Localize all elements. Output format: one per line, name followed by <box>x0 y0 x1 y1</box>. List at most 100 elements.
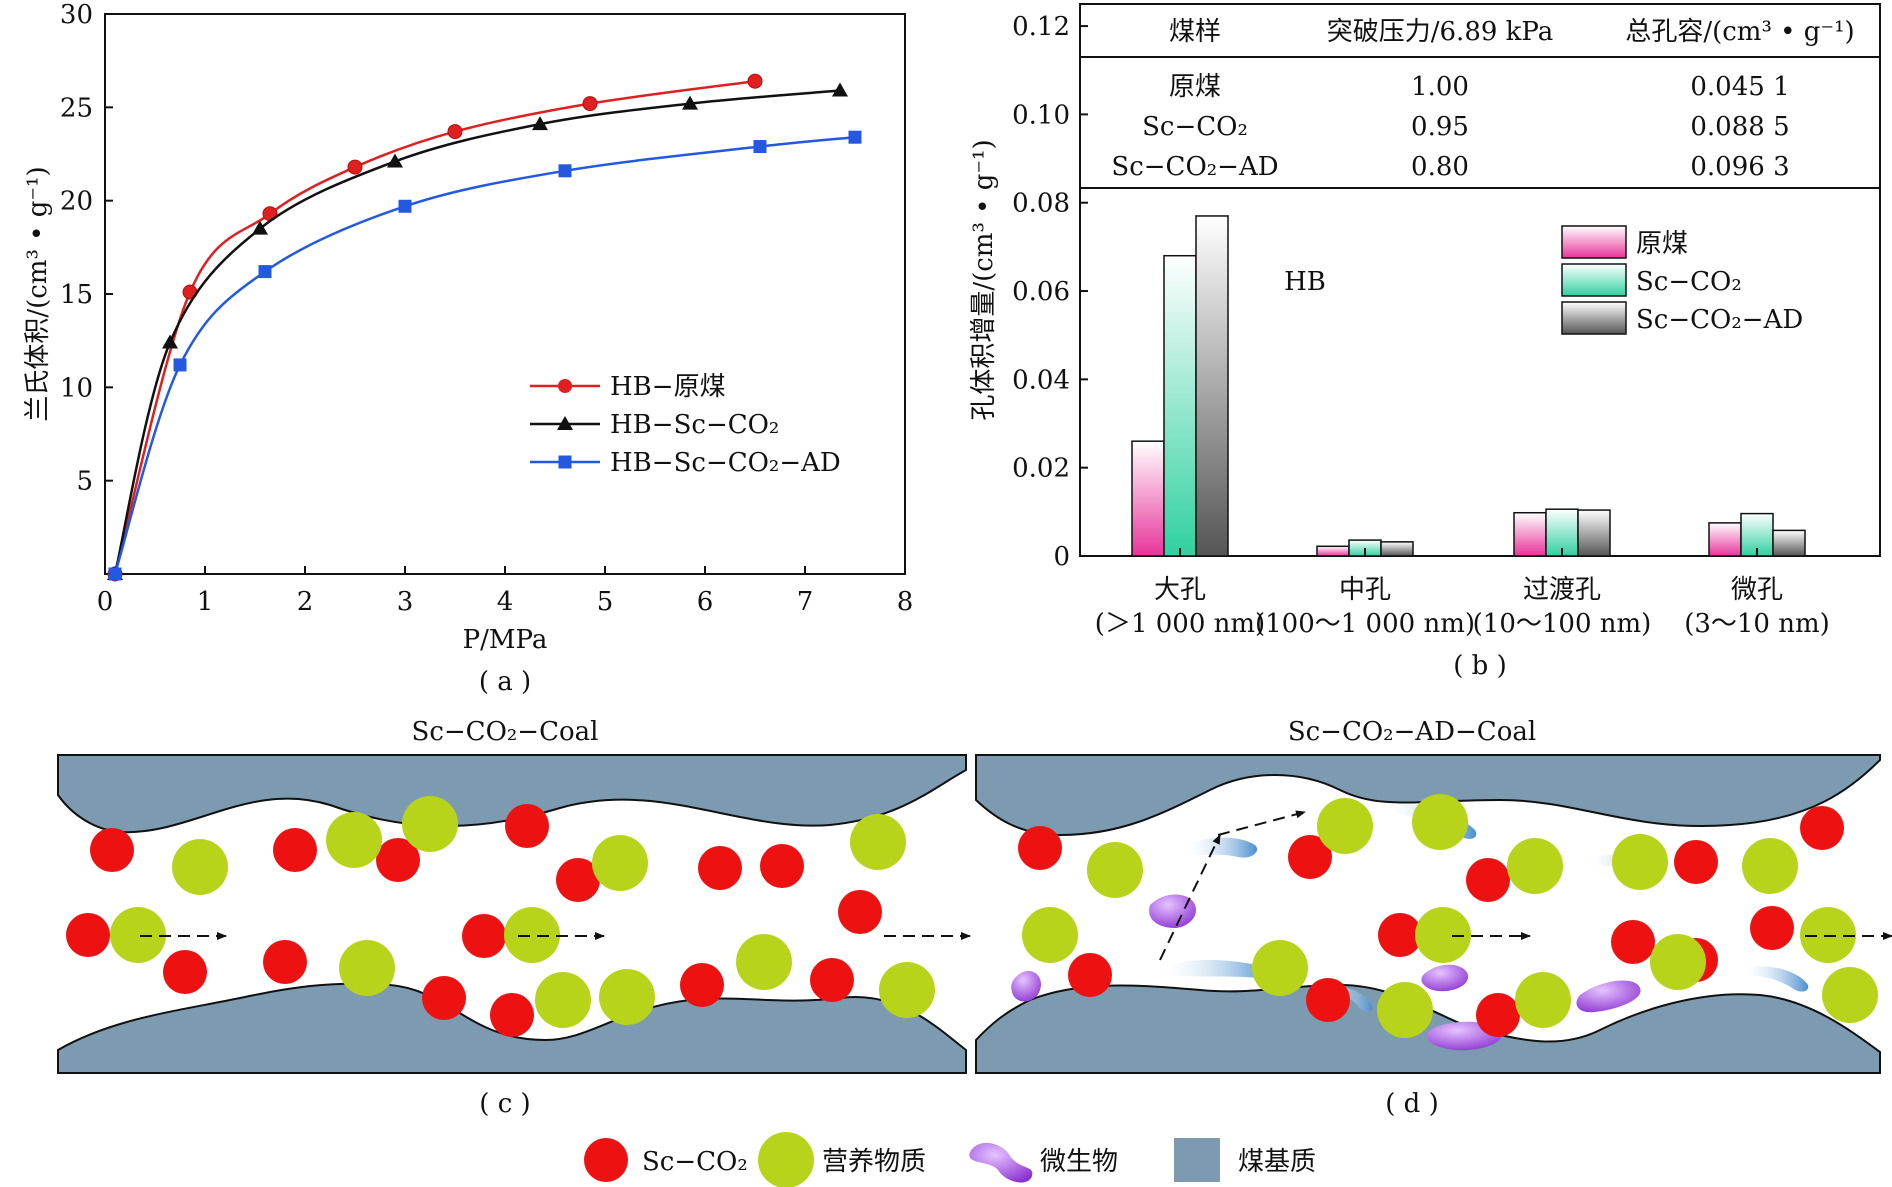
annotation-hb: HB <box>1284 267 1326 297</box>
legend-microbe-swatch <box>969 1142 1033 1183</box>
sc-co2-particle <box>1306 978 1350 1022</box>
y-tick-label-b: 0.08 <box>1012 189 1070 219</box>
bar-b <box>1772 529 1806 557</box>
nutrient-particle <box>1377 982 1433 1038</box>
y-tick-label-b: 0 <box>1053 542 1070 572</box>
nutrient-particle <box>1022 907 1078 963</box>
bar-b <box>1577 509 1611 557</box>
nutrient-particle <box>1515 972 1571 1028</box>
coal-matrix-top-d <box>975 754 1881 837</box>
y-tick-label-b: 0.06 <box>1012 277 1070 307</box>
microbe <box>1165 960 1274 979</box>
legend-marker-a <box>558 379 572 393</box>
table-header: 煤样 <box>1169 17 1221 47</box>
x-categories-b: 大孔 (＞1 000 nm) 中孔 (100～1 000 nm) 过渡孔 (10～100 … <box>1095 548 1830 639</box>
sc-co2-particle <box>66 913 110 957</box>
table-header: 突破压力/6.89 kPa <box>1327 17 1554 47</box>
series-line-a <box>113 135 856 575</box>
sc-co2-particle <box>1750 906 1794 950</box>
nutrient-particle <box>326 812 382 868</box>
nutrient-particle <box>736 934 792 990</box>
y-ticks-a: 5 10 15 20 25 30 <box>60 0 113 497</box>
nutrient-particle <box>339 940 395 996</box>
x-tick-label-a: 0 <box>97 587 114 617</box>
bar-b <box>1163 254 1197 557</box>
nutrient-particle <box>879 962 935 1018</box>
plot-frame-a <box>104 13 906 575</box>
nutrient-particle <box>504 907 560 963</box>
y-tick-label-a: 30 <box>60 0 93 30</box>
data-point-a <box>832 82 848 97</box>
sc-co2-particle <box>838 890 882 934</box>
data-point-a <box>162 334 178 349</box>
nutrient-particle <box>1412 794 1468 850</box>
table-cell: Sc−CO₂−AD <box>1111 152 1278 182</box>
nutrient-particle <box>1822 967 1878 1023</box>
microbe <box>1745 966 1809 992</box>
legend-marker-a <box>558 455 572 469</box>
sc-co2-particle <box>680 963 724 1007</box>
sc-co2-particle <box>263 940 307 984</box>
sc-co2-particle <box>1476 993 1520 1037</box>
series-line-a <box>113 89 841 575</box>
panel-label-c: ( c ) <box>479 1089 530 1119</box>
data-point-a <box>848 130 862 144</box>
x-tick-label-a: 3 <box>397 587 414 617</box>
bar-b <box>1195 215 1229 557</box>
y-tick-label-a: 20 <box>60 187 93 217</box>
nutrient-particle <box>1612 834 1668 890</box>
y-tick-label-b: 0.04 <box>1012 365 1070 395</box>
flow-arrow <box>1217 810 1306 836</box>
diagram-legend: Sc−CO₂ 营养物质 微生物 煤基质 <box>584 1132 1316 1187</box>
y-tick-label-a: 25 <box>60 93 93 123</box>
table-cell: 0.80 <box>1411 152 1469 182</box>
bar-b <box>1513 511 1547 557</box>
category-label-b: 大孔 <box>1154 575 1206 605</box>
y-tick-label-b: 0.10 <box>1012 100 1070 130</box>
legend-sc-co2-swatch <box>584 1138 628 1182</box>
sc-co2-particle <box>698 846 742 890</box>
sc-co2-particle <box>1378 913 1422 957</box>
x-tick-label-a: 4 <box>497 587 514 617</box>
series-line-a <box>113 79 756 575</box>
data-point-a <box>582 96 598 112</box>
y-tick-label-b: 0.12 <box>1012 12 1070 42</box>
sc-co2-particle <box>1800 806 1844 850</box>
microbe <box>1149 894 1196 928</box>
nutrient-particle <box>535 972 591 1028</box>
y-axis-label-a: 兰氏体积/(cm³ • g⁻¹) <box>23 166 53 421</box>
legend-swatch-b <box>1561 263 1627 297</box>
x-ticks-a: 0 1 2 3 4 5 6 7 8 <box>97 566 913 617</box>
microbe <box>1011 970 1041 1002</box>
panel-label-d: ( d ) <box>1385 1089 1438 1119</box>
sc-co2-particle <box>1674 840 1718 884</box>
data-point-a <box>682 95 698 110</box>
pore-volume-chart: 煤样 突破压力/6.89 kPa 总孔容/(cm³ • g⁻¹) 原煤 1.00 0.04… <box>969 3 1881 681</box>
table-cell: 0.096 3 <box>1690 152 1789 182</box>
legend-swatch-b <box>1561 301 1627 335</box>
data-point-a <box>532 116 548 131</box>
diagram-d-title: Sc−CO₂−AD−Coal <box>1288 717 1536 747</box>
data-point-a <box>398 199 412 213</box>
sc-co2-particle <box>1018 826 1062 870</box>
legend-label-bottom: 煤基质 <box>1238 1147 1316 1177</box>
data-point-a <box>753 140 767 154</box>
data-point-a <box>108 567 122 581</box>
x-tick-label-a: 2 <box>297 587 314 617</box>
nutrient-particle <box>402 796 458 852</box>
panel-label-b: ( b ) <box>1453 651 1506 681</box>
nutrient-particle <box>1742 838 1798 894</box>
sc-co2-particle <box>462 914 506 958</box>
category-label-b: 中孔 <box>1339 575 1391 605</box>
y-axis-label-b: 孔体积增量/(cm³ • g⁻¹) <box>969 139 999 420</box>
diagram-sc-co2-coal: Sc−CO₂−Coal ( c ) <box>57 717 971 1119</box>
sc-co2-particle <box>810 958 854 1002</box>
data-point-a <box>387 153 403 168</box>
category-label-b: 微孔 <box>1731 575 1783 605</box>
legend-label-bottom: 营养物质 <box>822 1147 926 1177</box>
legend-label-b: Sc−CO₂−AD <box>1636 305 1803 335</box>
table-cell: Sc−CO₂ <box>1142 112 1248 142</box>
legend-a: HB−原煤 HB−Sc−CO₂ HB−Sc−CO₂−AD <box>530 372 841 478</box>
x-tick-label-a: 5 <box>597 587 614 617</box>
